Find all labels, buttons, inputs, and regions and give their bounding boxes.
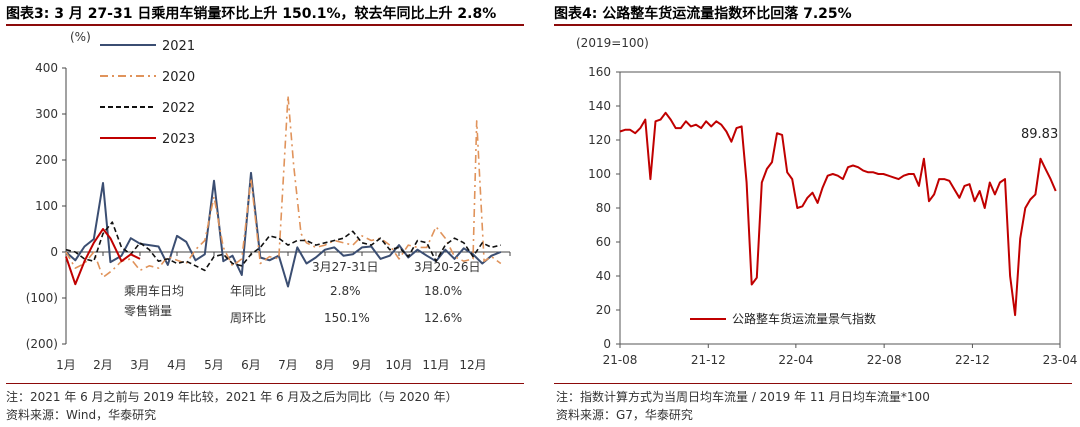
x-tick-label: 22-12 xyxy=(955,353,990,367)
x-ticks-right: 21-08 21-12 22-04 22-08 22-12 23-04 xyxy=(603,344,1078,367)
table-cell-yoy-1: 2.8% xyxy=(330,284,361,298)
x-tick-label: 5月 xyxy=(204,358,224,372)
footer-rule-right xyxy=(554,383,1072,384)
series-line-2020 xyxy=(65,94,502,279)
title-rule-left xyxy=(6,24,524,26)
x-tick-label: 2月 xyxy=(93,358,113,372)
annotation-latest-value: 89.83 xyxy=(1021,127,1058,142)
y-unit-label-left: (%) xyxy=(70,30,91,44)
y-tick-label: 140 xyxy=(588,99,611,113)
x-tick-label: 21-12 xyxy=(691,353,726,367)
x-tick-label: 8月 xyxy=(315,358,335,372)
table-cell-wow-2: 12.6% xyxy=(424,311,462,325)
note-right: 注：指数计算方式为当周日均车流量 / 2019 年 11 月日均车流量*100 xyxy=(556,390,930,404)
x-tick-label: 3月 xyxy=(130,358,150,372)
note-left: 注：2021 年 6 月之前与 2019 年比较，2021 年 6 月及之后为同… xyxy=(6,390,458,404)
y-tick-label: 100 xyxy=(35,199,58,213)
y-tick-label: 400 xyxy=(35,61,58,75)
y-tick-label: 80 xyxy=(596,201,611,215)
chart-title-left: 图表3: 3 月 27-31 日乘用车销量环比上升 150.1%，较去年同比上升… xyxy=(6,6,497,22)
y-tick-label: (200) xyxy=(26,337,58,351)
plot-frame-right xyxy=(619,71,1061,345)
y-tick-label: 200 xyxy=(35,153,58,167)
y-tick-label: 40 xyxy=(596,269,611,283)
x-ticks-left: 1月 2月 3月 4月 5月 6月 7月 8月 9月 10月 11月 12月 xyxy=(56,252,511,372)
x-tick-label: 22-08 xyxy=(867,353,902,367)
x-tick-label: 12月 xyxy=(459,358,486,372)
y-tick-label: (100) xyxy=(26,291,58,305)
source-right: 资料来源：G7，华泰研究 xyxy=(556,408,693,422)
y-ticks-right: 160 140 120 100 80 60 40 20 0 xyxy=(588,65,620,351)
series-group-left xyxy=(65,94,502,288)
y-ticks-left: 400 300 200 100 0 (100) (200) xyxy=(26,61,66,351)
y-unit-label-right: (2019=100) xyxy=(576,36,649,50)
y-tick-label: 0 xyxy=(50,245,58,259)
series-line-2023 xyxy=(65,228,141,286)
y-tick-label: 60 xyxy=(596,235,611,249)
y-tick-label: 160 xyxy=(588,65,611,79)
legend-label-2021: 2021 xyxy=(162,39,195,54)
x-tick-label: 23-04 xyxy=(1043,353,1078,367)
legend-left: 2021 2020 2022 2023 xyxy=(100,39,195,147)
source-left: 资料来源：Wind，华泰研究 xyxy=(6,408,157,422)
x-tick-label: 9月 xyxy=(352,358,372,372)
table-col-header-1: 3月27-31日 xyxy=(312,260,379,274)
table-col-header-2: 3月20-26日 xyxy=(414,260,481,274)
x-tick-label: 4月 xyxy=(167,358,187,372)
y-tick-label: 0 xyxy=(603,337,611,351)
table-row-header-line1: 乘用车日均 xyxy=(124,283,184,298)
x-tick-label: 6月 xyxy=(241,358,261,372)
y-tick-label: 100 xyxy=(588,167,611,181)
legend-label-freight: 公路整车货运流量景气指数 xyxy=(732,311,876,326)
y-tick-label: 20 xyxy=(596,303,611,317)
x-tick-label: 7月 xyxy=(278,358,298,372)
x-tick-label: 11月 xyxy=(422,358,449,372)
title-rule-right xyxy=(554,24,1072,26)
chart-retail-sales-weekly-change: (%) 400 300 200 100 0 (100) (200) 1月 2月 3月 4月 5月 6月… xyxy=(26,30,511,372)
x-tick-label: 1月 xyxy=(56,358,76,372)
legend-label-2023: 2023 xyxy=(162,132,195,147)
x-tick-label: 22-04 xyxy=(778,353,813,367)
series-line-2021 xyxy=(65,171,502,288)
y-tick-label: 120 xyxy=(588,133,611,147)
table-cell-wow-1: 150.1% xyxy=(324,311,370,325)
series-line-2022 xyxy=(65,221,501,272)
legend-label-2022: 2022 xyxy=(162,101,195,116)
table-row-label-yoy: 年同比 xyxy=(230,284,266,298)
series-line-freight-index xyxy=(619,111,1057,317)
chart-title-right: 图表4: 公路整车货运流量指数环比回落 7.25% xyxy=(554,6,852,22)
table-row-label-wow: 周环比 xyxy=(230,311,266,325)
legend-right: 公路整车货运流量景气指数 xyxy=(690,311,876,326)
series-group-right xyxy=(619,111,1057,317)
legend-label-2020: 2020 xyxy=(162,70,195,85)
footer-rule-left xyxy=(6,383,524,384)
x-tick-label: 10月 xyxy=(385,358,412,372)
table-cell-yoy-2: 18.0% xyxy=(424,284,462,298)
x-tick-label: 21-08 xyxy=(603,353,638,367)
annotation-table: 乘用车日均 零售销量 3月27-31日 3月20-26日 年同比 周环比 2.8… xyxy=(124,260,481,325)
table-row-header-line2: 零售销量 xyxy=(124,303,172,318)
y-tick-label: 300 xyxy=(35,107,58,121)
